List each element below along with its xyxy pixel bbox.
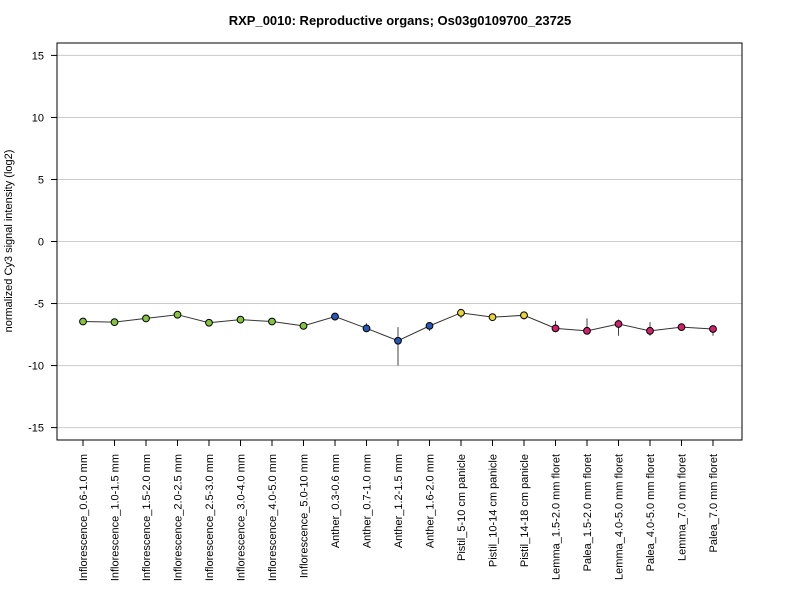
- series-layer: [79, 308, 717, 366]
- data-point: [677, 323, 686, 332]
- data-point: [488, 313, 497, 322]
- x-tick-label: Inflorescence_3.0-4.0 mm: [236, 454, 248, 581]
- x-tick-label: Pistil_10-14 cm panicle: [488, 454, 500, 567]
- data-point: [425, 321, 434, 330]
- x-tick-label: Inflorescence_0.6-1.0 mm: [78, 454, 90, 581]
- data-point: [268, 317, 276, 326]
- data-point: [614, 320, 623, 328]
- data-point: [646, 326, 654, 335]
- y-tick-label: -10: [28, 361, 44, 373]
- data-point: [142, 314, 150, 323]
- x-tick-label: Anther_0.3-0.6 mm: [330, 454, 342, 548]
- data-point: [583, 326, 591, 335]
- data-point: [173, 310, 182, 319]
- data-point: [457, 308, 465, 317]
- x-tick-label: Pistil_5-10 cm panicle: [456, 454, 468, 561]
- y-tick-label: 15: [32, 50, 44, 62]
- y-tick-label: -5: [34, 299, 44, 311]
- x-tick-label: Anther_1.6-2.0 mm: [425, 454, 437, 548]
- x-tick-label: Lemma_7.0 mm floret: [677, 454, 689, 561]
- grid-lines: [57, 54, 742, 429]
- data-point: [709, 325, 717, 333]
- x-tick-label: Inflorescence_5.0-10 mm: [299, 454, 311, 578]
- y-tick-label: 5: [38, 174, 44, 186]
- x-tick-label: Lemma_1.5-2.0 mm floret: [551, 454, 563, 580]
- x-tick-label: Pistil_14-18 cm panicle: [519, 454, 531, 567]
- x-tick-label: Anther_0.7-1.0 mm: [362, 454, 374, 548]
- data-point: [520, 311, 528, 320]
- x-tick-label: Inflorescence_1.0-1.5 mm: [110, 454, 122, 581]
- y-axis: 15 10 5 0 -5 -10 -15: [28, 50, 57, 435]
- y-tick-label: 0: [38, 237, 44, 249]
- data-point: [394, 336, 402, 345]
- x-tick-label: Inflorescence_2.5-3.0 mm: [204, 454, 216, 581]
- data-point: [331, 312, 339, 321]
- x-tick-label: Lemma_4.0-5.0 mm floret: [614, 454, 626, 580]
- x-tick-label: Palea_1.5-2.0 mm floret: [582, 454, 594, 571]
- x-tick-label: Inflorescence_2.0-2.5 mm: [173, 454, 185, 581]
- chart-title: RXP_0010: Reproductive organs; Os03g0109…: [228, 13, 572, 28]
- y-axis-label: normalized Cy3 signal intensity (log2): [3, 150, 15, 333]
- data-point: [551, 324, 560, 333]
- data-point: [205, 318, 213, 327]
- x-tick-label: Inflorescence_4.0-5.0 mm: [267, 454, 279, 581]
- data-point: [79, 317, 87, 326]
- data-point: [110, 318, 119, 327]
- data-point: [362, 324, 371, 333]
- x-tick-label: Inflorescence_1.5-2.0 mm: [141, 454, 153, 581]
- x-tick-label: Palea_7.0 mm floret: [708, 454, 720, 552]
- x-tick-label: Palea_4.0-5.0 mm floret: [645, 454, 657, 571]
- y-tick-label: 10: [32, 112, 44, 124]
- y-tick-label: -15: [28, 423, 44, 435]
- data-point: [299, 321, 308, 330]
- x-axis: Inflorescence_0.6-1.0 mm Inflorescence_1.…: [78, 440, 720, 581]
- x-tick-label: Anther_1.2-1.5 mm: [393, 454, 405, 548]
- data-point: [236, 315, 245, 324]
